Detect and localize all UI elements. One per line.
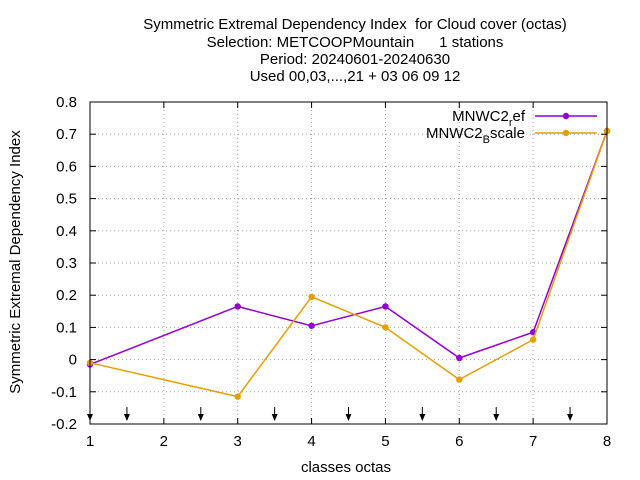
title-line-1: Symmetric Extremal Dependency Index for … [143, 16, 567, 33]
x-axis-label: classes octas [301, 459, 391, 476]
legend-label-0: MNWC2ref [452, 108, 526, 129]
y-tick-label: -0.2 [51, 416, 77, 433]
data-point [308, 293, 315, 301]
y-tick-label: 0.3 [56, 255, 77, 272]
data-point [382, 303, 389, 310]
x-tick-label: 8 [603, 433, 611, 450]
x-tick-label: 2 [160, 433, 168, 450]
title-line-3: Period: 20240601-20240630 [259, 51, 451, 68]
x-tick-label: 3 [234, 433, 242, 450]
arrow-head [419, 414, 426, 421]
legend-label-1: MNWC2Bscale [426, 125, 525, 146]
y-tick-label: 0.8 [56, 94, 77, 111]
arrow-head [567, 414, 574, 421]
y-tick-label: 0.6 [56, 158, 77, 175]
legend-marker-0 [562, 112, 570, 120]
y-axis-label: Symmetric Extremal Dependency Index [7, 130, 24, 394]
arrow-markers [87, 407, 574, 421]
plot-frame [89, 101, 608, 425]
data-point [456, 376, 463, 383]
x-tick-label: 6 [455, 433, 463, 450]
y-tick-label: 0 [69, 352, 77, 369]
data-point [234, 303, 241, 310]
data-point [382, 324, 389, 331]
grid [89, 101, 608, 425]
y-tick-label: 0.5 [56, 191, 77, 208]
arrow-head [197, 414, 204, 421]
x-tick-label: 1 [86, 433, 94, 450]
legend-marker-1 [562, 129, 570, 137]
arrow-head [271, 414, 278, 421]
y-tick-label: 0.4 [56, 223, 77, 240]
series-line-1 [89, 130, 608, 398]
arrow-head [345, 414, 352, 421]
x-tick-label: 4 [307, 433, 315, 450]
title-line-4: Used 00,03,...,21 + 03 06 09 12 [249, 68, 461, 85]
y-tick-label: 0.1 [56, 319, 77, 336]
y-tick-label: 0.2 [56, 287, 77, 304]
y-tick-label: 0.7 [56, 126, 77, 143]
data-point [456, 354, 463, 362]
series-line-0 [89, 130, 608, 366]
data-point [308, 322, 315, 329]
arrow-head [123, 414, 130, 421]
x-tick-label: 5 [381, 433, 389, 450]
series-group [86, 127, 611, 400]
arrow-head [493, 414, 500, 421]
ticks: -0.2 -0.1 0 0.1 0.2 0.3 0.4 0.5 0.6 0.7 0.8 1 2 3 4 5 6 7… [51, 94, 611, 450]
title-line-2: Selection: METCOOPMountain 1 stations [206, 34, 504, 51]
y-tick-label: -0.1 [51, 384, 77, 401]
data-point [529, 336, 537, 343]
x-tick-label: 7 [529, 433, 537, 450]
data-point [234, 393, 241, 400]
